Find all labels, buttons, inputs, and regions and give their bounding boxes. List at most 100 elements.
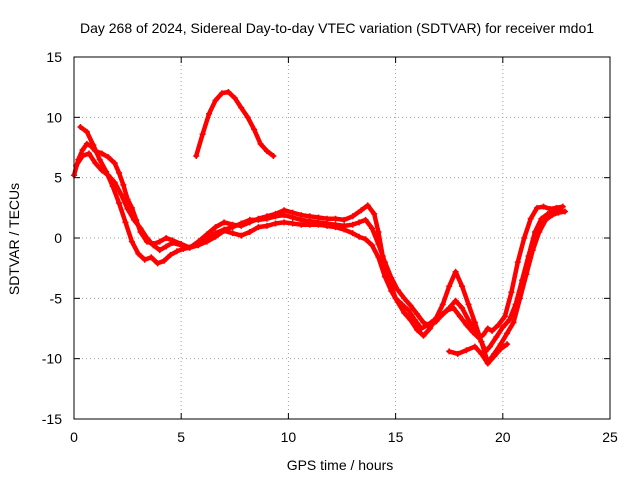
data-point bbox=[199, 131, 206, 138]
data-point bbox=[272, 213, 279, 220]
data-point bbox=[463, 347, 470, 354]
data-point bbox=[141, 256, 148, 263]
data-point bbox=[394, 298, 401, 305]
data-point bbox=[559, 203, 566, 210]
data-point bbox=[420, 332, 427, 339]
y-tick-label: 5 bbox=[54, 170, 62, 186]
data-point bbox=[491, 353, 498, 360]
data-point bbox=[148, 254, 155, 261]
data-point bbox=[83, 140, 90, 147]
data-point bbox=[499, 324, 506, 331]
data-point bbox=[362, 216, 369, 223]
data-point bbox=[255, 216, 262, 223]
data-point bbox=[167, 251, 174, 258]
data-point bbox=[358, 207, 365, 214]
data-point bbox=[471, 319, 478, 326]
data-point bbox=[156, 247, 163, 254]
data-point bbox=[263, 222, 270, 229]
data-point bbox=[178, 242, 185, 249]
y-tick-label: -10 bbox=[42, 351, 62, 367]
data-point bbox=[238, 232, 245, 239]
data-point bbox=[349, 230, 356, 237]
data-point bbox=[225, 88, 232, 95]
series-track-4 bbox=[193, 88, 277, 159]
data-point bbox=[405, 307, 412, 314]
data-point bbox=[480, 331, 487, 338]
data-point bbox=[388, 288, 395, 295]
data-point bbox=[523, 271, 530, 278]
series-track-2 bbox=[73, 150, 564, 355]
data-point bbox=[218, 90, 225, 97]
data-point bbox=[418, 325, 425, 332]
y-tick-label: 0 bbox=[54, 230, 62, 246]
data-point bbox=[124, 206, 131, 213]
data-point bbox=[169, 239, 176, 246]
data-point bbox=[538, 215, 545, 222]
data-point bbox=[116, 200, 123, 207]
data-point bbox=[263, 148, 270, 155]
data-point bbox=[98, 150, 105, 157]
data-point bbox=[306, 221, 313, 228]
data-point bbox=[246, 216, 253, 223]
data-point bbox=[549, 212, 556, 219]
data-point bbox=[221, 219, 228, 226]
data-point bbox=[452, 297, 459, 304]
data-point bbox=[381, 259, 388, 266]
data-point bbox=[83, 128, 90, 135]
data-point bbox=[521, 235, 528, 241]
data-point bbox=[281, 219, 288, 226]
data-point bbox=[375, 254, 382, 261]
data-point bbox=[426, 325, 433, 332]
data-point bbox=[555, 209, 562, 216]
data-point bbox=[341, 226, 348, 233]
data-point bbox=[514, 259, 521, 266]
data-point bbox=[478, 338, 485, 345]
data-point bbox=[446, 304, 453, 311]
x-tick-label: 0 bbox=[70, 429, 78, 445]
data-point bbox=[131, 216, 138, 223]
data-point bbox=[122, 219, 129, 226]
x-tick-label: 20 bbox=[495, 429, 511, 445]
data-point bbox=[356, 219, 363, 226]
data-point bbox=[332, 215, 339, 222]
data-point bbox=[203, 238, 210, 245]
data-point bbox=[156, 238, 163, 245]
data-point bbox=[501, 313, 508, 320]
data-point bbox=[484, 360, 491, 367]
series-line bbox=[71, 141, 566, 341]
data-point bbox=[375, 241, 382, 248]
data-point bbox=[356, 233, 363, 240]
data-point bbox=[446, 283, 453, 290]
data-point bbox=[103, 168, 110, 175]
data-point bbox=[111, 160, 118, 167]
data-point bbox=[504, 341, 511, 348]
x-tick-label: 10 bbox=[281, 429, 297, 445]
data-point bbox=[452, 268, 459, 275]
data-point bbox=[465, 301, 472, 308]
data-point bbox=[362, 236, 369, 243]
data-point bbox=[90, 142, 97, 149]
data-point bbox=[529, 247, 536, 254]
y-tick-label: 15 bbox=[46, 49, 62, 65]
data-point bbox=[540, 203, 547, 210]
data-point bbox=[561, 208, 568, 215]
series-line bbox=[193, 89, 276, 159]
data-point bbox=[439, 301, 446, 308]
data-point bbox=[150, 242, 157, 249]
data-point bbox=[221, 227, 228, 234]
data-point bbox=[238, 220, 245, 227]
data-point bbox=[369, 225, 376, 232]
data-point bbox=[527, 215, 534, 222]
y-tick-label: -15 bbox=[42, 411, 62, 427]
data-point bbox=[497, 346, 504, 353]
data-point bbox=[401, 295, 408, 302]
data-point bbox=[257, 140, 264, 147]
data-point bbox=[486, 343, 493, 350]
data-point bbox=[478, 350, 485, 357]
data-point bbox=[332, 224, 339, 231]
data-point bbox=[135, 250, 142, 257]
data-point bbox=[96, 156, 103, 163]
data-point bbox=[118, 191, 125, 198]
data-point bbox=[456, 313, 463, 320]
